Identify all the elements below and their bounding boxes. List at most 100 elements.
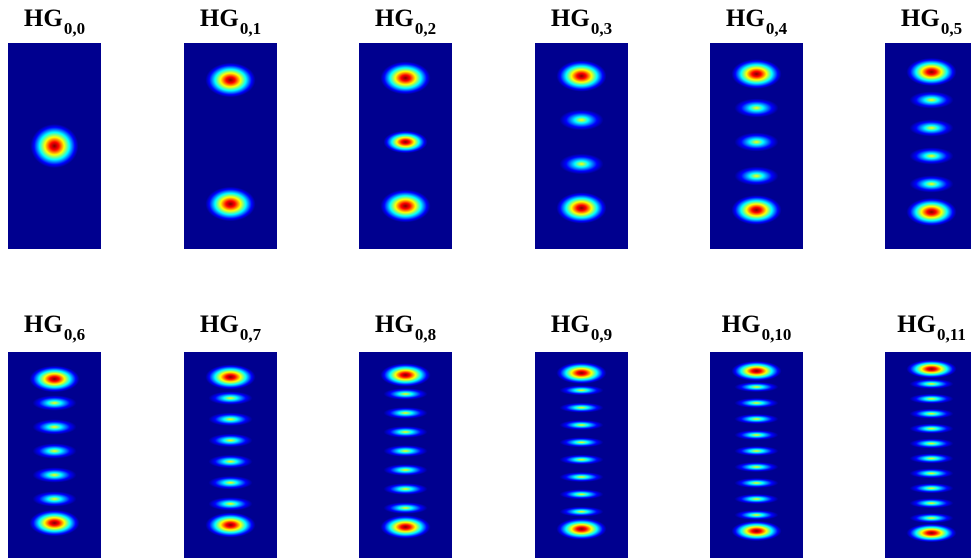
mode-label-base: HG <box>199 311 239 338</box>
mode-label: HG0,4 <box>682 5 832 37</box>
intensity-image <box>184 43 277 249</box>
mode-label-subscript: 0,8 <box>414 325 437 344</box>
intensity-lobe <box>556 60 607 92</box>
mode-label-base: HG <box>550 311 590 338</box>
intensity-lobe <box>909 453 954 464</box>
intensity-lobe <box>559 420 604 430</box>
intensity-lobe <box>383 407 428 419</box>
intensity-lobe <box>205 186 256 222</box>
intensity-lobe <box>208 433 253 448</box>
intensity-image <box>535 43 628 249</box>
intensity-lobe <box>380 189 431 223</box>
intensity-lobe <box>909 119 954 137</box>
intensity-lobe <box>731 59 782 89</box>
intensity-lobe <box>909 483 954 494</box>
mode-label: HG0,1 <box>156 5 306 37</box>
intensity-lobe <box>29 365 80 393</box>
intensity-lobe <box>906 523 957 543</box>
intensity-lobe <box>559 472 604 482</box>
intensity-lobe <box>30 124 79 168</box>
intensity-lobe <box>205 512 256 538</box>
mode-label-base: HG <box>374 311 414 338</box>
intensity-lobe <box>734 510 779 520</box>
intensity-lobe <box>909 378 954 389</box>
intensity-lobe <box>556 362 607 384</box>
mode-label: HG0,3 <box>507 6 657 37</box>
mode-label-subscript: 0,7 <box>239 325 262 344</box>
intensity-lobe <box>208 412 253 426</box>
intensity-lobe <box>731 521 782 541</box>
intensity-lobe <box>556 192 607 224</box>
intensity-lobe <box>32 419 77 435</box>
intensity-image <box>359 43 452 249</box>
intensity-lobe <box>909 438 954 449</box>
intensity-lobe <box>32 443 77 459</box>
intensity-lobe <box>383 483 428 495</box>
intensity-lobe <box>734 478 779 488</box>
intensity-lobe <box>383 130 428 154</box>
mode-label: HG0,6 <box>0 311 130 343</box>
intensity-lobe <box>731 361 782 381</box>
intensity-lobe <box>559 489 604 500</box>
intensity-lobe <box>906 359 957 379</box>
intensity-lobe <box>559 437 604 448</box>
intensity-lobe <box>909 468 954 479</box>
intensity-lobe <box>208 391 253 405</box>
intensity-image <box>885 43 971 249</box>
intensity-lobe <box>383 445 428 457</box>
mode-label-base: HG <box>23 311 63 338</box>
mode-label: HG0,9 <box>507 311 657 343</box>
intensity-lobe <box>380 61 431 95</box>
mode-label-subscript: 0,2 <box>414 19 437 38</box>
intensity-image <box>359 352 452 558</box>
intensity-lobe <box>909 408 954 419</box>
mode-label: HG0,11 <box>857 311 971 343</box>
mode-label-subscript: 0,3 <box>590 19 613 38</box>
mode-label: HG0,5 <box>857 6 971 37</box>
mode-label: HG0,7 <box>156 311 306 343</box>
mode-label-base: HG <box>897 311 937 338</box>
intensity-lobe <box>383 426 428 438</box>
mode-label-subscript: 0,9 <box>590 325 613 344</box>
mode-label-subscript: 0,11 <box>937 325 966 344</box>
intensity-lobe <box>909 513 954 524</box>
intensity-lobe <box>559 506 604 517</box>
mode-label-subscript: 0,1 <box>239 19 262 38</box>
intensity-image <box>184 352 277 558</box>
intensity-lobe <box>208 454 253 469</box>
mode-label: HG0,8 <box>331 311 481 343</box>
intensity-lobe <box>731 195 782 225</box>
intensity-image <box>885 352 971 558</box>
intensity-lobe <box>734 166 779 186</box>
intensity-lobe <box>909 91 954 109</box>
intensity-lobe <box>380 515 431 539</box>
intensity-lobe <box>559 454 604 465</box>
intensity-lobe <box>29 509 80 537</box>
intensity-lobe <box>205 62 256 98</box>
intensity-lobe <box>906 58 957 86</box>
intensity-lobe <box>734 414 779 424</box>
intensity-lobe <box>734 494 779 504</box>
intensity-lobe <box>909 423 954 434</box>
intensity-lobe <box>906 198 957 226</box>
mode-label: HG0,0 <box>0 6 130 37</box>
intensity-lobe <box>909 175 954 193</box>
intensity-lobe <box>734 382 779 392</box>
intensity-lobe <box>380 363 431 387</box>
intensity-image <box>710 43 803 249</box>
mode-label-base: HG <box>725 5 765 32</box>
mode-label-subscript: 0,6 <box>63 325 86 344</box>
intensity-lobe <box>734 98 779 118</box>
intensity-lobe <box>909 393 954 404</box>
intensity-lobe <box>734 398 779 408</box>
mode-label-base: HG <box>199 5 239 32</box>
mode-label: HG0,2 <box>331 6 481 37</box>
intensity-image <box>8 43 101 249</box>
intensity-lobe <box>909 498 954 509</box>
intensity-lobe <box>208 497 253 511</box>
intensity-lobe <box>32 395 77 411</box>
intensity-lobe <box>383 388 428 400</box>
intensity-image <box>535 352 628 558</box>
intensity-lobe <box>32 491 77 507</box>
